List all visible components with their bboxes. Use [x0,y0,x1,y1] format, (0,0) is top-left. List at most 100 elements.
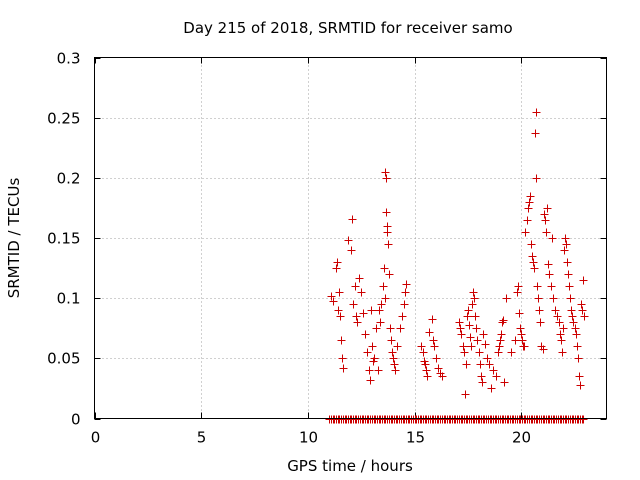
data-point [381,168,390,177]
data-point [478,378,487,387]
data-point [534,294,543,303]
data-point [389,354,398,363]
data-point [334,306,343,315]
data-point [425,328,434,337]
data-point [381,294,390,303]
data-point [513,288,522,297]
data-point [398,312,407,321]
data-point [376,318,385,327]
data-point [497,330,506,339]
data-point [507,348,516,357]
data-point [438,372,447,381]
data-point [577,300,586,309]
data-point [575,372,584,381]
data-point [540,210,549,219]
data-point [335,288,344,297]
data-point [572,330,581,339]
data-point [579,415,588,424]
data-point [377,300,386,309]
data-point [461,390,470,399]
data-point [476,360,485,369]
data-point [511,336,520,345]
data-point [514,282,523,291]
data-point [374,366,383,375]
data-point [422,366,431,375]
data-point [367,306,376,315]
x-tick-label: 20 [512,429,531,447]
data-point [352,312,361,321]
data-point [336,312,345,321]
data-point [500,378,509,387]
data-point [547,282,556,291]
data-point [339,364,348,373]
data-point [558,348,567,357]
data-point [337,336,346,345]
data-point [469,288,478,297]
data-point [361,330,370,339]
data-point [576,381,585,390]
data-point [333,258,342,267]
y-tick-label: 0.25 [47,110,80,128]
data-point [459,342,468,351]
data-point [564,270,573,279]
data-point [494,348,503,357]
data-point [566,294,575,303]
data-point [495,342,504,351]
data-point [348,215,357,224]
data-point [473,336,482,345]
data-point [363,348,372,357]
data-points [325,108,589,424]
data-point [421,360,430,369]
data-point [430,342,439,351]
data-point [483,354,492,363]
data-point [545,270,554,279]
data-point [463,312,472,321]
data-point [539,345,548,354]
data-point [359,309,368,318]
data-point [517,330,526,339]
data-point [567,306,576,315]
data-point [423,372,432,381]
data-point [386,324,395,333]
data-point [489,366,498,375]
data-point [477,372,486,381]
data-point [464,306,473,315]
data-point [573,342,582,351]
data-point [455,318,464,327]
data-point [544,260,553,269]
data-point [353,318,362,327]
data-point [327,292,336,301]
data-point [557,336,566,345]
y-tick-label: 0.15 [47,230,80,248]
data-point [396,324,405,333]
data-point [502,294,511,303]
data-point [465,321,474,330]
data-point [456,324,465,333]
data-point [347,246,356,255]
data-point [532,174,541,183]
data-point [462,360,471,369]
data-point [417,342,426,351]
data-point [382,208,391,217]
data-point [571,324,580,333]
data-point [387,336,396,345]
data-point [467,342,476,351]
data-point [470,294,479,303]
data-point [370,354,379,363]
data-point [393,342,402,351]
data-point [434,364,443,373]
x-tick-label: 15 [406,429,425,447]
y-tick-label: 0.3 [57,50,81,68]
data-point [492,372,501,381]
data-point [525,198,534,207]
data-point [468,300,477,309]
data-point [368,342,377,351]
data-point [471,312,480,321]
data-point [481,340,490,349]
data-point [487,384,496,393]
data-point [355,274,364,283]
data-point [429,336,438,345]
data-point [520,342,529,351]
data-point [551,306,560,315]
